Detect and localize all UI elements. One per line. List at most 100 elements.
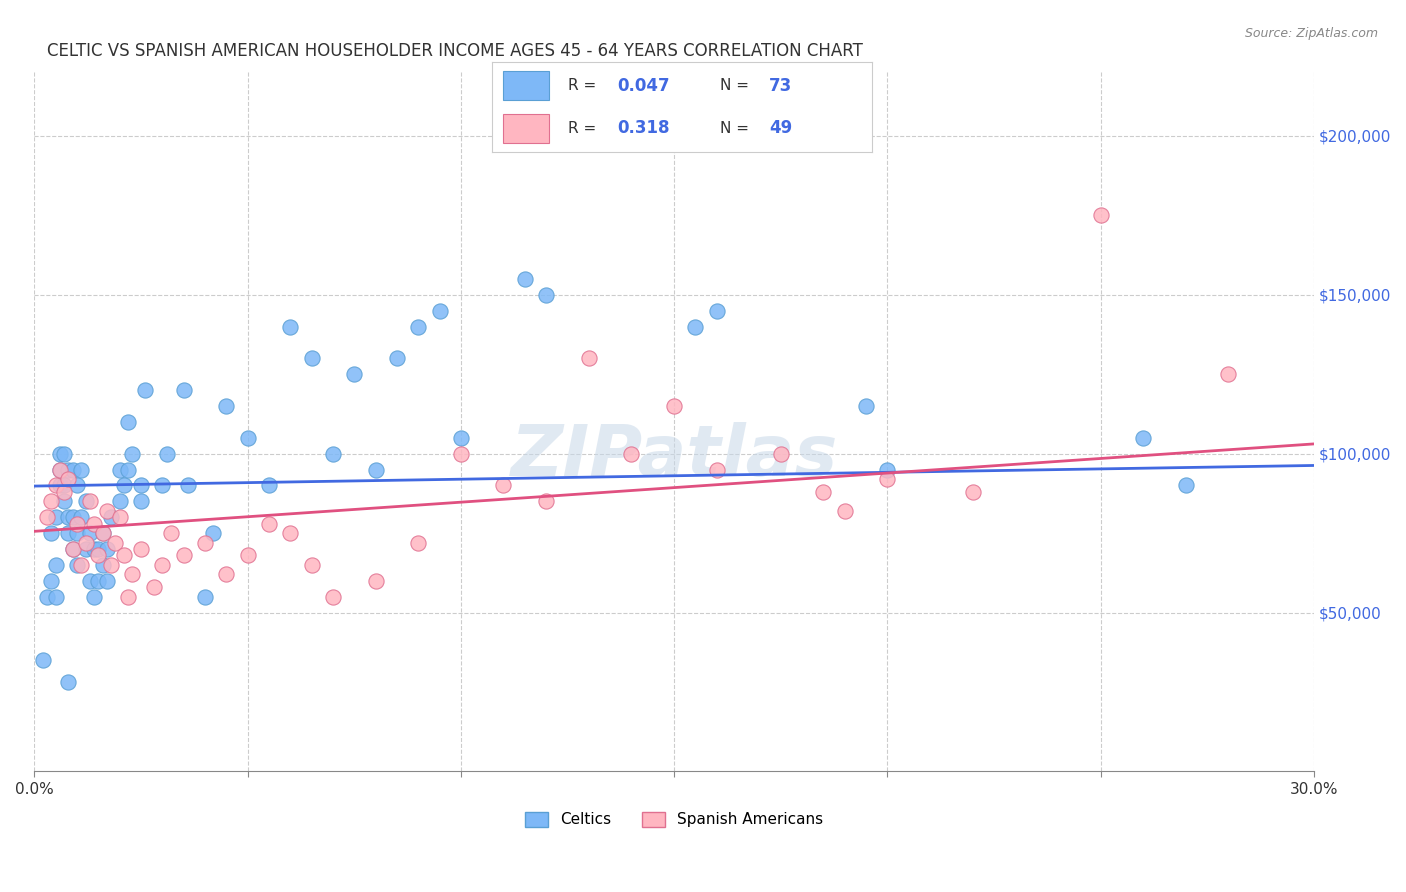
FancyBboxPatch shape: [503, 71, 548, 100]
Point: [834, 504, 856, 518]
Point: [513, 272, 536, 286]
Point: [257, 478, 280, 492]
Point: [429, 303, 451, 318]
Point: [121, 567, 143, 582]
Point: [58, 462, 80, 476]
Point: [620, 447, 643, 461]
Point: [117, 415, 139, 429]
Point: [66, 478, 89, 492]
Point: [534, 288, 557, 302]
Point: [364, 462, 387, 476]
Point: [236, 431, 259, 445]
Point: [62, 541, 84, 556]
Point: [37, 590, 59, 604]
Point: [49, 447, 72, 461]
Point: [129, 494, 152, 508]
Point: [876, 462, 898, 476]
Point: [112, 549, 135, 563]
Point: [79, 494, 101, 508]
Point: [41, 494, 63, 508]
Point: [160, 526, 183, 541]
Text: N =: N =: [720, 121, 754, 136]
Point: [173, 383, 195, 397]
Point: [492, 478, 515, 492]
Point: [534, 494, 557, 508]
Point: [53, 494, 76, 508]
Point: [58, 526, 80, 541]
Text: CELTIC VS SPANISH AMERICAN HOUSEHOLDER INCOME AGES 45 - 64 YEARS CORRELATION CHA: CELTIC VS SPANISH AMERICAN HOUSEHOLDER I…: [48, 42, 863, 60]
Point: [173, 549, 195, 563]
Point: [1090, 208, 1112, 222]
Point: [301, 558, 323, 572]
Point: [134, 383, 156, 397]
Point: [129, 541, 152, 556]
Point: [96, 541, 118, 556]
Point: [66, 526, 89, 541]
Point: [121, 447, 143, 461]
Point: [41, 526, 63, 541]
Point: [112, 478, 135, 492]
Point: [49, 462, 72, 476]
Text: R =: R =: [568, 78, 602, 93]
Point: [1132, 431, 1154, 445]
Point: [96, 504, 118, 518]
Point: [406, 319, 429, 334]
Point: [91, 526, 114, 541]
Point: [108, 494, 131, 508]
Point: [49, 478, 72, 492]
Legend: Celtics, Spanish Americans: Celtics, Spanish Americans: [519, 805, 830, 834]
Point: [70, 462, 93, 476]
Point: [45, 558, 67, 572]
Point: [343, 368, 366, 382]
Text: 0.047: 0.047: [617, 77, 671, 95]
Text: Source: ZipAtlas.com: Source: ZipAtlas.com: [1244, 27, 1378, 40]
Text: R =: R =: [568, 121, 602, 136]
Text: 0.318: 0.318: [617, 120, 669, 137]
Point: [364, 574, 387, 588]
Point: [75, 535, 97, 549]
Point: [83, 590, 105, 604]
Point: [75, 494, 97, 508]
Point: [177, 478, 200, 492]
Point: [32, 653, 55, 667]
Point: [66, 558, 89, 572]
Point: [100, 558, 122, 572]
Point: [855, 399, 877, 413]
Point: [129, 478, 152, 492]
Point: [104, 535, 127, 549]
Point: [406, 535, 429, 549]
Point: [150, 478, 173, 492]
Point: [685, 319, 707, 334]
Point: [706, 303, 728, 318]
Point: [117, 462, 139, 476]
Point: [322, 590, 344, 604]
Point: [278, 526, 301, 541]
Point: [142, 580, 165, 594]
Point: [450, 447, 472, 461]
Point: [194, 590, 217, 604]
Point: [1174, 478, 1197, 492]
Point: [385, 351, 408, 366]
Point: [83, 541, 105, 556]
Point: [117, 590, 139, 604]
Point: [150, 558, 173, 572]
Text: ZIPatlas: ZIPatlas: [510, 422, 838, 491]
Point: [215, 399, 238, 413]
Point: [962, 484, 984, 499]
Point: [215, 567, 238, 582]
Point: [257, 516, 280, 531]
Point: [278, 319, 301, 334]
Point: [87, 574, 110, 588]
Point: [96, 574, 118, 588]
Point: [53, 478, 76, 492]
Point: [45, 590, 67, 604]
Point: [58, 675, 80, 690]
Point: [1218, 368, 1240, 382]
Point: [194, 535, 217, 549]
Point: [66, 516, 89, 531]
Point: [706, 462, 728, 476]
Point: [62, 541, 84, 556]
Point: [53, 484, 76, 499]
Point: [202, 526, 225, 541]
Point: [58, 472, 80, 486]
